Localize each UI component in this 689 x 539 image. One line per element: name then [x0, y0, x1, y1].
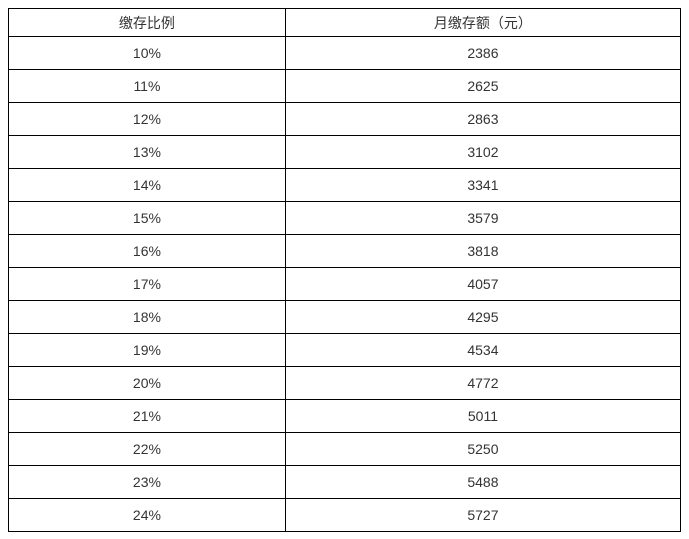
cell-deposit-ratio: 24%	[8, 498, 286, 532]
cell-monthly-amount: 4295	[284, 300, 682, 334]
table-row: 15% 3579	[8, 201, 682, 235]
table-row: 24% 5727	[8, 498, 682, 532]
cell-deposit-ratio: 13%	[8, 135, 286, 169]
deposit-ratio-table: 缴存比例 月缴存额（元） 10% 2386 11% 2625 12% 2863 13% 310…	[8, 8, 682, 532]
cell-monthly-amount: 3102	[284, 135, 682, 169]
cell-deposit-ratio: 18%	[8, 300, 286, 334]
table-row: 10% 2386	[8, 36, 682, 70]
cell-deposit-ratio: 10%	[8, 36, 286, 70]
cell-monthly-amount: 3341	[284, 168, 682, 202]
table-header-row: 缴存比例 月缴存额（元）	[8, 8, 682, 37]
cell-deposit-ratio: 20%	[8, 366, 286, 400]
table-row: 12% 2863	[8, 102, 682, 136]
cell-deposit-ratio: 12%	[8, 102, 286, 136]
cell-monthly-amount: 2386	[284, 36, 682, 70]
cell-monthly-amount: 5011	[284, 399, 682, 433]
cell-monthly-amount: 2625	[284, 69, 682, 103]
cell-monthly-amount: 3818	[284, 234, 682, 268]
cell-monthly-amount: 4534	[284, 333, 682, 367]
cell-monthly-amount: 5488	[284, 465, 682, 499]
table-row: 18% 4295	[8, 300, 682, 334]
cell-deposit-ratio: 22%	[8, 432, 286, 466]
table-row: 20% 4772	[8, 366, 682, 400]
table-row: 22% 5250	[8, 432, 682, 466]
table-row: 16% 3818	[8, 234, 682, 268]
cell-deposit-ratio: 11%	[8, 69, 286, 103]
cell-deposit-ratio: 19%	[8, 333, 286, 367]
cell-deposit-ratio: 23%	[8, 465, 286, 499]
cell-monthly-amount: 4057	[284, 267, 682, 301]
cell-monthly-amount: 2863	[284, 102, 682, 136]
cell-deposit-ratio: 14%	[8, 168, 286, 202]
table-row: 19% 4534	[8, 333, 682, 367]
table-row: 17% 4057	[8, 267, 682, 301]
cell-deposit-ratio: 21%	[8, 399, 286, 433]
table-row: 21% 5011	[8, 399, 682, 433]
header-deposit-ratio: 缴存比例	[8, 8, 286, 37]
cell-deposit-ratio: 17%	[8, 267, 286, 301]
cell-monthly-amount: 5727	[284, 498, 682, 532]
table-row: 11% 2625	[8, 69, 682, 103]
cell-monthly-amount: 4772	[284, 366, 682, 400]
table-row: 13% 3102	[8, 135, 682, 169]
cell-monthly-amount: 5250	[284, 432, 682, 466]
cell-monthly-amount: 3579	[284, 201, 682, 235]
table-row: 14% 3341	[8, 168, 682, 202]
cell-deposit-ratio: 16%	[8, 234, 286, 268]
table-row: 23% 5488	[8, 465, 682, 499]
cell-deposit-ratio: 15%	[8, 201, 286, 235]
header-monthly-amount: 月缴存额（元）	[284, 8, 682, 37]
